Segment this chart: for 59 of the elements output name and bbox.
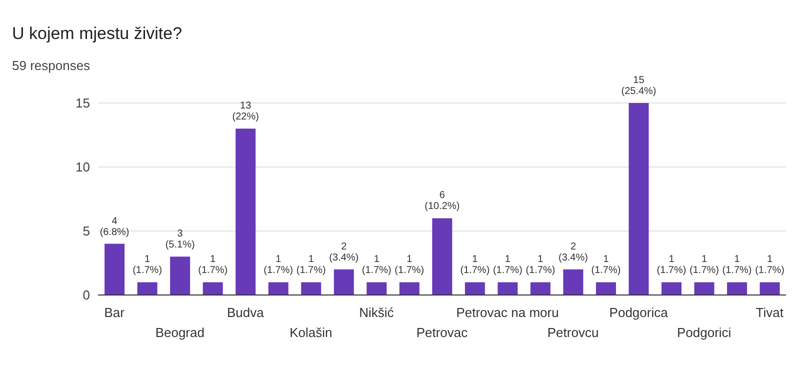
bar xyxy=(530,282,550,295)
data-label: 6 (10.2%) xyxy=(424,190,460,212)
data-label: 3 (5.1%) xyxy=(165,228,195,251)
x-tick-label: Podgorica xyxy=(609,305,669,320)
x-tick-label: Tivat xyxy=(756,305,784,320)
data-label: 2 (3.4%) xyxy=(329,241,359,264)
bar xyxy=(596,282,616,295)
data-label: 13 (22%) xyxy=(232,100,259,123)
data-label: 1 (1.7%) xyxy=(198,254,228,276)
data-label: 1 (1.7%) xyxy=(264,254,294,276)
data-label: 1 (1.7%) xyxy=(690,254,719,276)
data-label: 1 (1.7%) xyxy=(722,254,752,276)
data-label: 1 (1.7%) xyxy=(296,254,326,276)
bar xyxy=(104,244,125,295)
x-tick-label: Petrovcu xyxy=(547,325,599,340)
bar xyxy=(137,282,158,295)
data-label: 1 (1.7%) xyxy=(132,254,162,276)
data-label: 4 (6.8%) xyxy=(100,216,130,238)
y-tick-label: 10 xyxy=(76,160,90,175)
bar xyxy=(301,282,322,295)
data-label: 15 (25.4%) xyxy=(621,75,656,97)
x-tick-label: Podgorici xyxy=(676,325,732,340)
chart-subtitle: 59 responses xyxy=(11,57,92,73)
bar xyxy=(498,282,518,295)
bar xyxy=(268,282,288,295)
bar xyxy=(170,256,190,295)
bar xyxy=(760,282,780,295)
data-label: 1 (1.7%) xyxy=(492,254,522,276)
data-label: 1 (1.7%) xyxy=(362,254,392,276)
bar xyxy=(694,282,714,295)
bar xyxy=(366,282,387,295)
bar xyxy=(563,269,584,295)
bar xyxy=(236,128,256,295)
x-tick-label: Petrovac na moru xyxy=(456,305,559,320)
x-tick-label: Petrovac xyxy=(416,325,468,340)
bar xyxy=(464,282,485,295)
y-tick-label: 5 xyxy=(82,224,90,239)
x-tick-label: Nikšić xyxy=(359,305,394,320)
x-tick-label: Budva xyxy=(226,305,265,320)
x-tick-label: Beograd xyxy=(155,325,204,340)
x-tick-label: Kolašin xyxy=(290,325,332,340)
data-label: 1 (1.7%) xyxy=(656,254,686,276)
y-tick-label: 0 xyxy=(82,288,90,303)
data-label: 1 (1.7%) xyxy=(460,254,490,276)
data-label: 1 (1.7%) xyxy=(591,254,621,276)
bar xyxy=(432,218,452,295)
y-tick-label: 15 xyxy=(76,96,90,111)
chart-title: U kojem mjestu živite? xyxy=(11,23,184,44)
data-label: 2 (3.4%) xyxy=(558,241,588,264)
data-label: 1 (1.7%) xyxy=(755,254,785,276)
bar xyxy=(727,282,748,295)
bar xyxy=(662,282,682,295)
bar xyxy=(628,103,649,295)
data-label: 1 (1.7%) xyxy=(394,254,424,276)
data-label: 1 (1.7%) xyxy=(526,254,556,276)
x-tick-label: Bar xyxy=(104,305,126,320)
bar xyxy=(399,282,420,295)
bar xyxy=(334,269,354,295)
bar xyxy=(202,282,223,295)
